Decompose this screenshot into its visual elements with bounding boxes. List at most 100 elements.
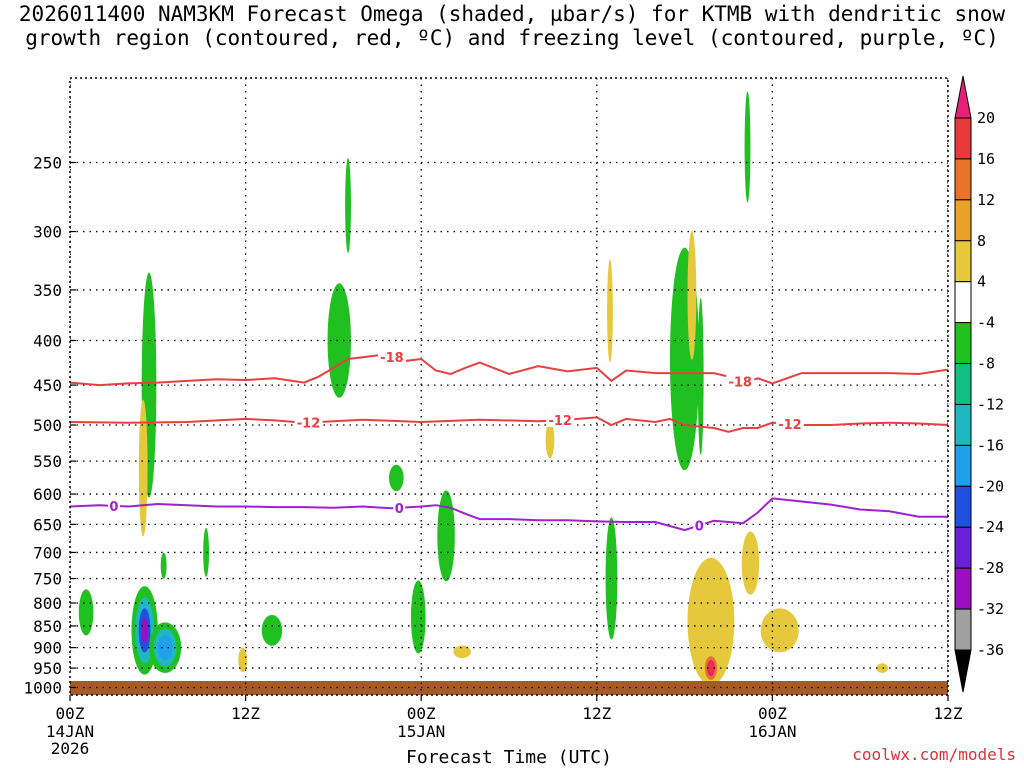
chart-title: 2026011400 NAM3KM Forecast Omega (shaded… bbox=[0, 2, 1024, 50]
contour-label: 0 bbox=[395, 502, 404, 517]
omega-region bbox=[261, 614, 283, 646]
colorbar-label: -16 bbox=[977, 436, 1004, 454]
contour-label-bg bbox=[775, 417, 804, 432]
omega-region bbox=[238, 647, 248, 673]
contour-label: -18 bbox=[728, 375, 752, 390]
colorbar-label: 16 bbox=[977, 150, 995, 168]
contour-label-bg bbox=[546, 413, 575, 428]
colorbar-label: -12 bbox=[977, 395, 1004, 413]
colorbar-label: -20 bbox=[977, 477, 1004, 495]
colorbar-bin bbox=[954, 240, 972, 283]
x-date-label: 15JAN bbox=[397, 722, 445, 741]
omega-cell bbox=[149, 622, 182, 673]
y-tick-label: 750 bbox=[33, 570, 62, 589]
colorbar-label: -32 bbox=[977, 600, 1004, 618]
omega-region bbox=[453, 645, 471, 659]
y-tick-label: 700 bbox=[33, 543, 62, 562]
colorbar-bin bbox=[954, 199, 972, 242]
terrain-band bbox=[70, 681, 948, 695]
colorbar: 20 16 12 8 4 -4 -8 -12 -16 -20 -24 -28 -32 -36 bbox=[954, 75, 1004, 693]
omega-cell bbox=[389, 464, 404, 492]
omega-shading-layer bbox=[70, 91, 948, 695]
axes-layer: 250 300 350 400 450 500 550 600 650 700 750 800 850 9… bbox=[23, 77, 963, 758]
omega-cell bbox=[744, 91, 751, 203]
omega-cell bbox=[437, 490, 455, 582]
omega-region bbox=[78, 589, 94, 636]
colorbar-label: -8 bbox=[977, 355, 995, 373]
credit-link[interactable]: coolwx.com/models bbox=[852, 745, 1016, 764]
contour-label: -12 bbox=[297, 416, 321, 431]
omega-cell bbox=[203, 528, 210, 577]
omega-cell bbox=[78, 589, 94, 636]
omega-cell bbox=[261, 614, 283, 646]
colorbar-label: 8 bbox=[977, 232, 986, 250]
omega-cell bbox=[327, 283, 351, 398]
colorbar-label: 12 bbox=[977, 191, 995, 209]
colorbar-bottom-arrow bbox=[954, 649, 972, 693]
x-tick-label: 12Z bbox=[582, 704, 611, 723]
contour-label: 0 bbox=[109, 500, 118, 515]
omega-cell bbox=[605, 517, 618, 640]
contour-label-bg bbox=[377, 350, 406, 365]
x-date-label: 16JAN bbox=[748, 722, 796, 741]
colorbar-bin bbox=[954, 117, 972, 160]
omega-region bbox=[708, 663, 714, 673]
colorbar-label: -36 bbox=[977, 641, 1004, 659]
omega-region bbox=[410, 580, 426, 654]
omega-region bbox=[744, 91, 751, 203]
omega-cell bbox=[545, 421, 555, 459]
omega-cell bbox=[607, 259, 613, 363]
y-tick-label: 450 bbox=[33, 376, 62, 395]
omega-region bbox=[138, 399, 148, 537]
colorbar-label: 4 bbox=[977, 273, 986, 291]
omega-cell bbox=[687, 557, 735, 686]
y-tick-label: 550 bbox=[33, 452, 62, 471]
omega-region bbox=[203, 528, 210, 577]
omega-region bbox=[607, 259, 613, 363]
omega-region bbox=[437, 490, 455, 582]
y-tick-label: 500 bbox=[33, 416, 62, 435]
contour-label: -18 bbox=[380, 351, 404, 366]
dgz-contour--18 bbox=[70, 354, 948, 387]
dgz-contour--12 bbox=[70, 416, 948, 433]
contour-label: 0 bbox=[695, 520, 704, 535]
omega-cell bbox=[345, 157, 351, 254]
omega-region bbox=[687, 230, 697, 360]
contour-label-bg bbox=[726, 374, 755, 389]
colorbar-bin bbox=[954, 322, 972, 365]
colorbar-label: -28 bbox=[977, 559, 1004, 577]
x-tick-label: 00Z bbox=[56, 704, 85, 723]
omega-cell bbox=[697, 298, 704, 456]
colorbar-bin bbox=[954, 526, 972, 569]
omega-region bbox=[545, 421, 555, 459]
omega-cell bbox=[702, 652, 720, 685]
contour-label-bg bbox=[393, 500, 406, 515]
y-tick-label: 800 bbox=[33, 594, 62, 613]
omega-region bbox=[327, 283, 351, 398]
omega-region bbox=[141, 617, 148, 643]
omega-cell bbox=[410, 580, 426, 654]
title-line-1: 2026011400 NAM3KM Forecast Omega (shaded… bbox=[18, 2, 1006, 26]
colorbar-bin bbox=[954, 403, 972, 446]
x-tick-label: 00Z bbox=[407, 704, 436, 723]
contour-label-bg bbox=[294, 415, 323, 430]
x-axis-label: Forecast Time (UTC) bbox=[406, 747, 612, 768]
y-tick-label: 900 bbox=[33, 639, 62, 658]
omega-cell bbox=[687, 230, 697, 360]
colorbar-bin bbox=[954, 608, 972, 651]
y-tick-label: 1000 bbox=[23, 679, 62, 698]
x-tick-label: 00Z bbox=[758, 704, 787, 723]
colorbar-bin bbox=[954, 485, 972, 528]
contour-layer: -18 -18 -12 -12 -12 0 0 0 bbox=[70, 350, 948, 535]
colorbar-bin bbox=[954, 567, 972, 610]
colorbar-label: -4 bbox=[977, 314, 995, 332]
plot-frame bbox=[69, 77, 949, 696]
y-tick-label: 300 bbox=[33, 223, 62, 242]
omega-region bbox=[605, 517, 618, 640]
y-tick-label: 850 bbox=[33, 617, 62, 636]
y-tick-label: 400 bbox=[33, 331, 62, 350]
contour-label: -12 bbox=[548, 414, 572, 429]
omega-region bbox=[876, 663, 889, 673]
y-tick-label: 350 bbox=[33, 281, 62, 300]
colorbar-top-arrow bbox=[954, 75, 972, 119]
